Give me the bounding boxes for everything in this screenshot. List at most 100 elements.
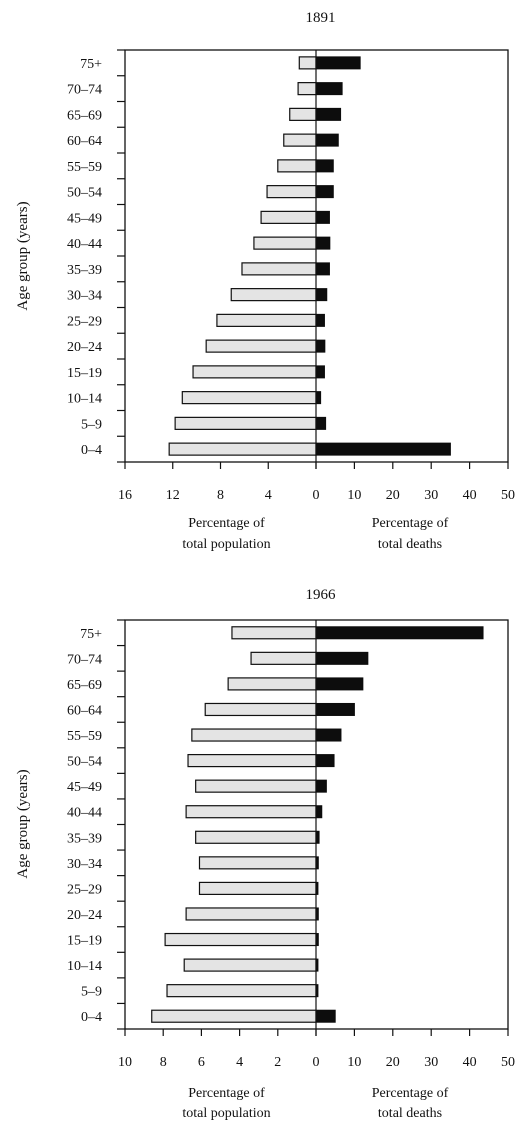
population-bar-20–24 bbox=[205, 339, 317, 353]
right-axis-caption-line1: Percentage of bbox=[372, 516, 449, 531]
deaths-bar-65–69 bbox=[315, 107, 342, 121]
x-tick-label-right: 50 bbox=[501, 1055, 515, 1070]
category-label: 25–29 bbox=[67, 314, 102, 329]
chart-title: 1966 bbox=[306, 587, 337, 603]
category-label: 40–44 bbox=[67, 237, 102, 252]
left-axis-caption-line1: Percentage of bbox=[188, 1086, 265, 1101]
category-label: 35–39 bbox=[67, 831, 102, 846]
x-tick-label-left: 0 bbox=[313, 488, 320, 503]
deaths-bar-55–59 bbox=[315, 159, 334, 173]
population-bar-55–59 bbox=[191, 728, 317, 742]
deaths-bar-60–64 bbox=[315, 133, 339, 147]
deaths-bar-30–34 bbox=[315, 288, 328, 302]
left-axis-caption-line2: total population bbox=[182, 1106, 270, 1121]
population-bar-65–69 bbox=[227, 677, 317, 691]
deaths-bar-50–54 bbox=[315, 185, 334, 199]
population-bar-30–34 bbox=[198, 856, 317, 870]
category-label: 70–74 bbox=[67, 652, 102, 667]
population-bar-40–44 bbox=[253, 236, 317, 250]
x-tick-label-right: 40 bbox=[463, 488, 477, 503]
x-tick-label-left: 8 bbox=[160, 1055, 167, 1070]
x-tick-label-left: 6 bbox=[198, 1055, 205, 1070]
y-axis-label: Age group (years) bbox=[15, 201, 31, 310]
population-bar-0–4 bbox=[151, 1009, 317, 1023]
population-bar-60–64 bbox=[204, 702, 317, 717]
x-tick-label-right: 20 bbox=[386, 488, 400, 503]
x-tick-label-left: 12 bbox=[166, 488, 180, 503]
deaths-bar-20–24 bbox=[315, 339, 326, 353]
category-label: 30–34 bbox=[67, 289, 102, 304]
population-bar-45–49 bbox=[195, 779, 317, 793]
population-bar-50–54 bbox=[187, 753, 317, 768]
population-bar-70–74 bbox=[297, 82, 317, 96]
left-axis-caption-line2: total population bbox=[182, 537, 270, 552]
category-label: 60–64 bbox=[67, 703, 102, 718]
population-bar-25–29 bbox=[216, 313, 317, 327]
population-bar-75+ bbox=[231, 626, 317, 640]
population-bar-35–39 bbox=[195, 830, 317, 844]
x-tick-label-right: 30 bbox=[424, 1055, 438, 1070]
population-bar-65–69 bbox=[289, 107, 317, 121]
category-label: 65–69 bbox=[67, 678, 102, 693]
x-tick-label-right: 40 bbox=[463, 1055, 477, 1070]
category-label: 30–34 bbox=[67, 857, 102, 872]
x-tick-label-left: 10 bbox=[118, 1055, 132, 1070]
category-label: 70–74 bbox=[67, 83, 102, 98]
category-label: 5–9 bbox=[81, 417, 102, 432]
population-bar-20–24 bbox=[185, 907, 317, 921]
deaths-bar-45–49 bbox=[315, 779, 327, 793]
category-label: 15–19 bbox=[67, 366, 102, 381]
population-bar-15–19 bbox=[192, 365, 317, 379]
category-label: 40–44 bbox=[67, 806, 102, 821]
deaths-bar-15–19 bbox=[315, 365, 325, 379]
y-axis-label: Age group (years) bbox=[15, 769, 31, 878]
category-label: 35–39 bbox=[67, 263, 102, 278]
deaths-bar-45–49 bbox=[315, 210, 330, 224]
deaths-bar-0–4 bbox=[315, 1009, 336, 1023]
population-bar-35–39 bbox=[241, 262, 317, 276]
x-tick-label-left: 16 bbox=[118, 488, 132, 503]
category-label: 45–49 bbox=[67, 780, 102, 795]
x-tick-label-left: 2 bbox=[274, 1055, 281, 1070]
deaths-bar-5–9 bbox=[315, 416, 327, 430]
deaths-bar-75+ bbox=[315, 626, 484, 640]
category-label: 75+ bbox=[80, 57, 102, 72]
left-axis-caption-line1: Percentage of bbox=[188, 516, 265, 531]
category-label: 55–59 bbox=[67, 729, 102, 744]
deaths-bar-10–14 bbox=[315, 391, 322, 405]
deaths-bar-40–44 bbox=[315, 805, 323, 819]
x-tick-label-right: 10 bbox=[347, 488, 361, 503]
category-label: 20–24 bbox=[67, 340, 102, 355]
x-tick-label-left: 4 bbox=[236, 1055, 243, 1070]
population-bar-0–4 bbox=[168, 442, 317, 456]
deaths-bar-40–44 bbox=[315, 236, 331, 250]
population-bar-15–19 bbox=[164, 932, 317, 947]
population-bar-40–44 bbox=[185, 805, 317, 819]
category-label: 0–4 bbox=[81, 443, 102, 458]
population-bar-5–9 bbox=[174, 416, 317, 430]
x-tick-label-right: 20 bbox=[386, 1055, 400, 1070]
category-label: 50–54 bbox=[67, 755, 102, 770]
x-tick-label-right: 30 bbox=[424, 488, 438, 503]
deaths-bar-50–54 bbox=[315, 754, 335, 768]
chart-panel-1966: 1966 Age group (years) 0–4 5–9 10–14 15–19 20–… bbox=[15, 587, 515, 1121]
right-axis-caption-line2: total deaths bbox=[378, 1106, 442, 1121]
population-bar-30–34 bbox=[230, 288, 317, 302]
category-label: 75+ bbox=[80, 627, 102, 642]
deaths-bar-25–29 bbox=[315, 313, 325, 327]
population-bar-75+ bbox=[298, 56, 317, 70]
deaths-bar-65–69 bbox=[315, 677, 364, 691]
deaths-bar-75+ bbox=[315, 56, 361, 70]
category-label: 55–59 bbox=[67, 160, 102, 175]
deaths-bar-55–59 bbox=[315, 728, 342, 742]
category-label: 25–29 bbox=[67, 882, 102, 897]
category-label: 10–14 bbox=[67, 392, 102, 407]
chart-title: 1891 bbox=[306, 10, 336, 26]
deaths-bar-60–64 bbox=[315, 702, 355, 716]
population-bar-25–29 bbox=[198, 881, 317, 896]
population-bar-60–64 bbox=[283, 133, 317, 147]
population-bar-5–9 bbox=[166, 984, 317, 998]
population-bar-10–14 bbox=[181, 391, 317, 405]
category-label: 65–69 bbox=[67, 108, 102, 123]
